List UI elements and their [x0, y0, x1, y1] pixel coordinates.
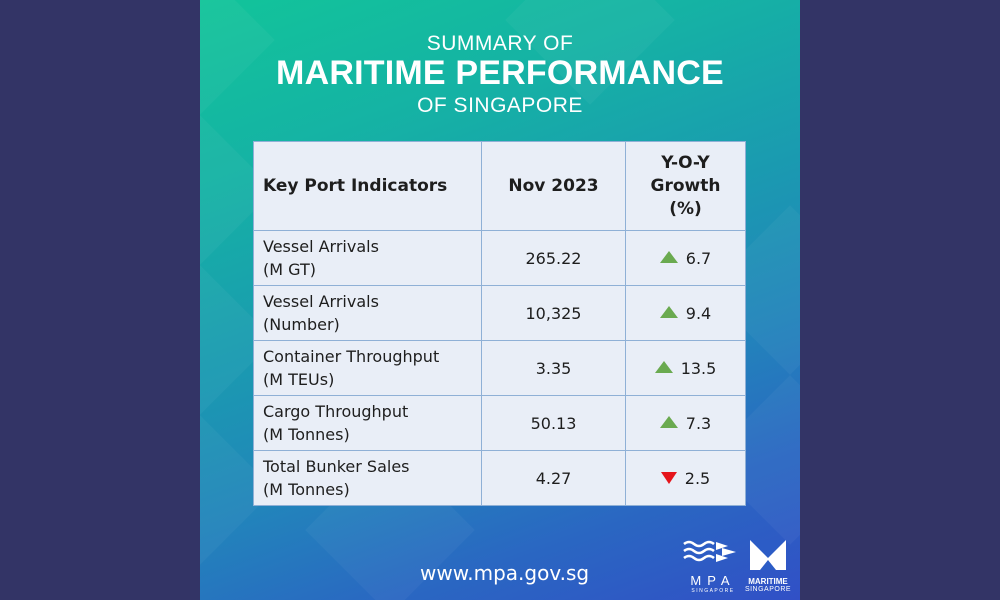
indicator-name: Cargo Throughput — [263, 402, 409, 421]
indicator-name: Container Throughput — [263, 347, 440, 366]
header-indicator: Key Port Indicators — [253, 141, 482, 231]
title-line-3: OF SINGAPORE — [417, 94, 583, 117]
indicator-cell: Container Throughput (M TEUs) — [253, 340, 482, 396]
maritime-singapore-m-icon — [750, 540, 786, 570]
value-cell: 265.22 — [481, 230, 626, 286]
table-row: Vessel Arrivals (M GT) 265.22 6.7 — [253, 230, 746, 286]
triangle-up-icon — [659, 251, 678, 263]
table-header-row: Key Port Indicators Nov 2023 Y-O-Y Growt… — [253, 141, 746, 231]
indicator-unit: (Number) — [263, 315, 340, 334]
triangle-up-icon — [659, 416, 678, 428]
growth-cell: 13.5 — [625, 340, 746, 396]
indicator-name: Vessel Arrivals — [263, 292, 379, 311]
header-yoy-growth: Y-O-Y Growth (%) — [625, 141, 746, 231]
growth-cell: 6.7 — [625, 230, 746, 286]
title-line-1: SUMMARY OF — [426, 32, 574, 55]
growth-cell: 9.4 — [625, 285, 746, 341]
header-period: Nov 2023 — [481, 141, 626, 231]
triangle-up-icon — [654, 361, 673, 373]
header-yoy-line-3: (%) — [669, 198, 702, 219]
maritime-singapore-text: MARITIME — [748, 577, 788, 586]
indicator-unit: (M TEUs) — [263, 370, 335, 389]
page-title: MARITIME PERFORMANCE — [276, 54, 724, 92]
growth-value: 2.5 — [684, 468, 711, 488]
mpa-waves-icon — [683, 540, 736, 562]
growth-cell: 7.3 — [625, 395, 746, 451]
maritime-singapore-logo: MARITIME SINGAPORE — [740, 538, 796, 594]
value-cell: 4.27 — [481, 450, 626, 506]
header-yoy-line-1: Y-O-Y — [661, 152, 710, 173]
triangle-up-icon — [659, 306, 678, 318]
mpa-logo-subtext: SINGAPORE — [691, 588, 735, 594]
value-cell: 50.13 — [481, 395, 626, 451]
indicator-name: Vessel Arrivals — [263, 237, 379, 256]
infographic-panel: SUMMARY OF MARITIME PERFORMANCE OF SINGA… — [200, 0, 800, 600]
indicator-cell: Vessel Arrivals (M GT) — [253, 230, 482, 286]
key-port-indicators-table: Key Port Indicators Nov 2023 Y-O-Y Growt… — [253, 141, 746, 506]
indicator-unit: (M Tonnes) — [263, 480, 350, 499]
indicator-cell: Total Bunker Sales (M Tonnes) — [253, 450, 482, 506]
website-url[interactable]: www.mpa.gov.sg — [420, 561, 590, 585]
indicator-cell: Vessel Arrivals (Number) — [253, 285, 482, 341]
value-cell: 10,325 — [481, 285, 626, 341]
growth-value: 9.4 — [685, 303, 712, 323]
table-row: Vessel Arrivals (Number) 10,325 9.4 — [253, 285, 746, 341]
table-row: Cargo Throughput (M Tonnes) 50.13 7.3 — [253, 395, 746, 451]
indicator-unit: (M GT) — [263, 260, 316, 279]
indicator-cell: Cargo Throughput (M Tonnes) — [253, 395, 482, 451]
indicator-unit: (M Tonnes) — [263, 425, 350, 444]
growth-value: 13.5 — [680, 358, 717, 378]
growth-value: 6.7 — [685, 248, 712, 268]
mpa-logo-text: MPA — [690, 573, 736, 588]
table-row: Total Bunker Sales (M Tonnes) 4.27 2.5 — [253, 450, 746, 506]
mpa-logo: MPA SINGAPORE — [678, 538, 748, 594]
header-yoy-line-2: Growth — [650, 175, 721, 196]
indicator-name: Total Bunker Sales — [263, 457, 410, 476]
table-row: Container Throughput (M TEUs) 3.35 13.5 — [253, 340, 746, 396]
maritime-singapore-subtext: SINGAPORE — [744, 586, 792, 593]
growth-value: 7.3 — [685, 413, 712, 433]
value-cell: 3.35 — [481, 340, 626, 396]
growth-cell: 2.5 — [625, 450, 746, 506]
triangle-down-icon — [660, 472, 677, 484]
